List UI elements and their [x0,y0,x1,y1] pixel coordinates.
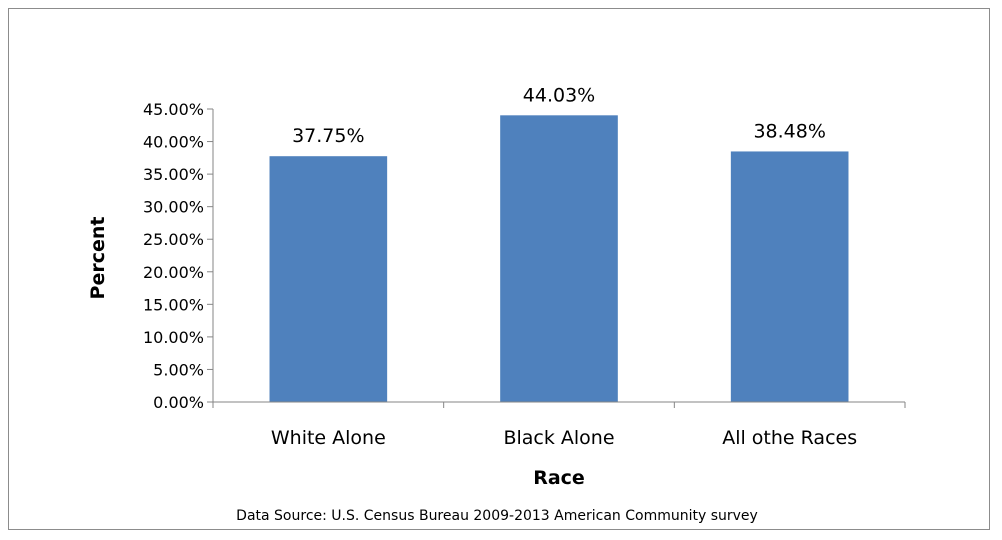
bars: 37.75% 44.03% 38.48% [269,84,849,402]
data-label: 37.75% [292,125,364,147]
y-tick-label: 20.00% [143,263,204,282]
source-note: Data Source: U.S. Census Bureau 2009-201… [236,508,758,524]
x-axis: White Alone Black Alone All othe Races [212,401,906,449]
y-tick-label: 30.00% [143,198,204,217]
y-axis-ticks: 0.00% 5.00% 10.00% 15.00% 20.00% 25.00% 30.00%… [143,100,214,412]
x-tick-label: All othe Races [722,427,857,449]
x-tick-label: Black Alone [503,427,614,449]
y-tick-label: 0.00% [153,393,204,412]
data-label: 44.03% [523,84,595,106]
bar [269,156,388,402]
x-tick-label: White Alone [271,427,386,449]
y-tick-label: 25.00% [143,230,204,249]
y-tick-label: 40.00% [143,133,204,152]
y-tick-label: 5.00% [153,360,204,379]
y-axis-title: Percent [87,217,109,300]
y-tick-label: 45.00% [143,100,204,119]
y-tick-label: 10.00% [143,328,204,347]
x-axis-title: Race [533,467,585,489]
y-tick-label: 35.00% [143,165,204,184]
bar [500,115,618,402]
bar [730,151,849,402]
y-tick-label: 15.00% [143,295,204,314]
data-label: 38.48% [753,120,825,142]
